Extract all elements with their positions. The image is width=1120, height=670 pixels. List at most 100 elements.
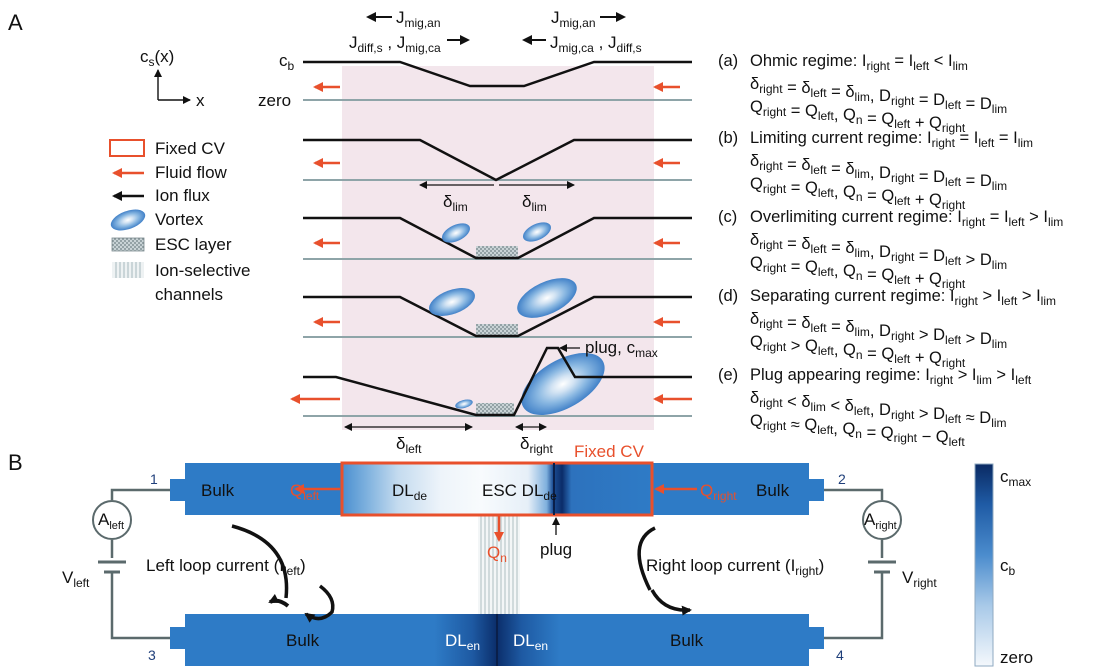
delta-right: δright xyxy=(520,434,553,456)
concentration-profile xyxy=(303,216,692,260)
esc-layer xyxy=(476,324,518,336)
fixed-cv-channel xyxy=(342,463,652,515)
colorbar-mid: cb xyxy=(1000,556,1016,578)
vortex-icon xyxy=(441,223,471,243)
regime-line-q: Qright > Qleft, Qn = Qleft + Qright xyxy=(750,333,966,370)
regime-line-delta: δright = δleft = δlim, Dright = Dleft = … xyxy=(750,152,1007,193)
regime-line-q: Qright ≈ Qleft, Qn = Qright − Qleft xyxy=(750,412,965,449)
esc-layer xyxy=(476,246,518,258)
regime-line-q: Qright = Qleft, Qn = Qleft + Qright xyxy=(750,98,966,135)
regime-line-q: Qright = Qleft, Qn = Qleft + Qright xyxy=(750,175,966,212)
bulk-bottom-left: Bulk xyxy=(286,631,320,650)
flux-left-diff-mig: Jdiff,s , Jmig,ca xyxy=(349,33,441,55)
fixed-cv-label: Fixed CV xyxy=(574,442,645,461)
left-loop-label: Left loop current (Ileft) xyxy=(146,556,306,578)
bulk-top-right: Bulk xyxy=(756,481,790,500)
colorbar xyxy=(974,463,994,667)
flux-labels: Jmig,an Jdiff,s , Jmig,ca Jmig,an Jmig,c… xyxy=(349,8,642,55)
legend-fixed-cv: Fixed CV xyxy=(155,139,226,158)
delta-lim-left: δlim xyxy=(443,192,468,214)
vortex-icon xyxy=(429,288,475,316)
regime-line-delta: δright = δleft = δlim, Dright = Dleft > … xyxy=(750,231,1007,272)
node-4: 4 xyxy=(836,647,844,663)
axis-x-label: x xyxy=(196,91,205,110)
regime-item: (b) Limiting current regime: Iright = Ile… xyxy=(718,129,1033,212)
q-n-label: Qn xyxy=(487,543,507,565)
legend-vortex: Vortex xyxy=(155,210,204,229)
regime-item: (c) Overlimiting current regime: Iright =… xyxy=(718,208,1063,291)
vortex-icon xyxy=(522,222,552,242)
flux-right-mig-diff: Jmig,ca , Jdiff,s xyxy=(550,33,642,55)
vortex-icon xyxy=(455,399,473,409)
v-right-label: Vright xyxy=(902,568,937,590)
regime-item: (d) Separating current regime: Iright > I… xyxy=(718,287,1056,370)
regime-letter: (d) xyxy=(718,287,738,305)
plug-label: plug xyxy=(540,540,572,559)
dl-en-right-label: DLen xyxy=(513,631,548,653)
regime-item: (a) Ohmic regime: Iright = Ileft < Ilimδr… xyxy=(718,52,1007,135)
ammeter-right-label: Aright xyxy=(864,510,897,532)
esc-layer xyxy=(476,403,514,415)
left-loop-arrow xyxy=(231,524,289,599)
bulk-bottom-right: Bulk xyxy=(670,631,704,650)
colorbar-max: cmax xyxy=(1000,467,1031,489)
regime-letter: (e) xyxy=(718,366,738,384)
regime-title: Separating current regime: Iright > Ilef… xyxy=(750,287,1056,308)
profile-a xyxy=(303,60,692,101)
ion-channels-swatch xyxy=(112,262,144,278)
dl-de-label: DLde xyxy=(392,481,427,503)
profile-b: δlim δlim xyxy=(303,138,692,214)
vortex-icon xyxy=(521,353,605,415)
legend-ion-selective: Ion-selective xyxy=(155,261,250,280)
legend-fluid-flow: Fluid flow xyxy=(155,163,228,182)
vortex-icon xyxy=(110,209,146,231)
right-circuit xyxy=(824,488,884,640)
regime-title: Ohmic regime: Iright = Ileft < Ilim xyxy=(750,52,968,73)
ammeter-right xyxy=(862,500,902,540)
left-circuit xyxy=(110,488,170,640)
axis-icon: cs(x) x xyxy=(140,47,205,110)
esc-dl-de-label: ESC DLde xyxy=(482,481,557,503)
legend-channels: channels xyxy=(155,285,223,304)
regime-letter: (b) xyxy=(718,129,738,147)
ammeter-left-label: Aleft xyxy=(98,510,124,532)
panel-a-label: A xyxy=(8,10,23,35)
concentration-profile xyxy=(303,60,692,88)
port-3 xyxy=(170,627,186,649)
regime-title: Plug appearing regime: Iright > Ilim > I… xyxy=(750,366,1032,387)
regime-line-delta: δright < δlim < δleft, Dright > Dleft ≈ … xyxy=(750,389,1007,430)
port-2 xyxy=(808,479,824,501)
profile-e: plug, cmax δleft δright xyxy=(290,338,692,456)
colorbar-min: zero xyxy=(1000,648,1033,667)
regime-line-delta: δright = δleft = δlim, Dright > Dleft > … xyxy=(750,310,1007,351)
right-loop-arrow xyxy=(637,526,656,591)
node-1: 1 xyxy=(150,471,158,487)
right-loop-label: Right loop current (Iright) xyxy=(646,556,824,578)
delta-lim-right: δlim xyxy=(522,192,547,214)
plug-cmax-label: plug, cmax xyxy=(585,338,658,360)
delta-left: δleft xyxy=(396,434,422,456)
regime-line-delta: δright = δleft = δlim, Dright = Dleft = … xyxy=(750,75,1007,116)
profile-c xyxy=(303,216,692,260)
q-right-label: Qright xyxy=(700,481,737,503)
panel-b-label: B xyxy=(8,450,23,475)
esc-layer-swatch xyxy=(111,237,145,252)
dl-en-left-label: DLen xyxy=(445,631,480,653)
vortex-icon xyxy=(517,278,577,318)
profile-d xyxy=(303,278,692,338)
port-4 xyxy=(808,627,824,649)
fixed-cv-legend-swatch xyxy=(109,139,145,157)
concentration-profile xyxy=(303,138,692,182)
flux-mig-an-right: Jmig,an xyxy=(551,8,596,30)
regime-letter: (c) xyxy=(718,208,737,226)
regime-line-q: Qright = Qleft, Qn = Qleft + Qright xyxy=(750,254,966,291)
regime-item: (e) Plug appearing regime: Iright > Ilim … xyxy=(718,366,1032,449)
regime-title: Limiting current regime: Iright = Ileft … xyxy=(750,129,1033,150)
ammeter-left xyxy=(92,500,132,540)
concentration-profile xyxy=(303,295,692,338)
legend: Fixed CV Fluid flow Ion flux Vortex ESC … xyxy=(109,139,250,304)
flux-mig-an-left: Jmig,an xyxy=(396,8,441,30)
fixed-cv-border xyxy=(340,461,654,517)
bulk-top-left: Bulk xyxy=(201,481,235,500)
node-2: 2 xyxy=(838,471,846,487)
